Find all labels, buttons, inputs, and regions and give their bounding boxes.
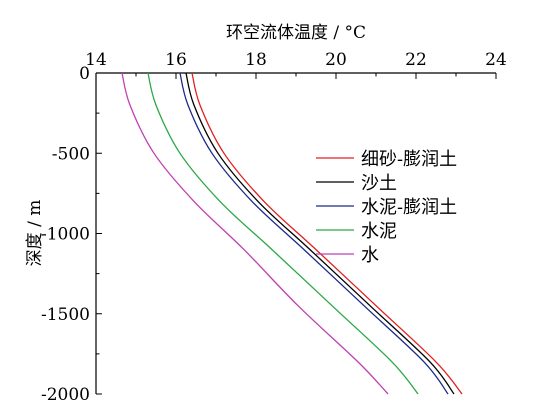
series-line-2 xyxy=(179,72,449,395)
x-tick-label: 16 xyxy=(165,50,187,70)
x-tick-label: 24 xyxy=(485,50,507,70)
legend-label-0: 细砂-膨润土 xyxy=(361,149,457,170)
y-tick-label: 0 xyxy=(79,64,90,84)
legend-label-4: 水 xyxy=(361,245,379,266)
y-axis-label: 深度 / m xyxy=(25,200,45,267)
x-axis-label: 环空流体温度 / °C xyxy=(226,23,366,43)
y-tick-label: -1000 xyxy=(41,225,90,245)
series-line-3 xyxy=(147,72,419,395)
series-line-4 xyxy=(121,72,389,395)
x-tick-label: 22 xyxy=(405,50,427,70)
x-tick-label: 14 xyxy=(85,50,107,70)
series-lines xyxy=(121,72,463,395)
legend-label-1: 沙土 xyxy=(361,173,397,194)
y-tick-label: -1500 xyxy=(41,305,90,325)
legend-label-2: 水泥-膨润土 xyxy=(361,197,457,218)
y-tick-label: -500 xyxy=(52,144,90,164)
y-tick-label: -2000 xyxy=(41,385,90,405)
legend-label-3: 水泥 xyxy=(361,221,397,242)
x-tick-label: 18 xyxy=(245,50,267,70)
series-line-0 xyxy=(191,72,463,395)
x-tick-label: 20 xyxy=(325,50,347,70)
series-line-1 xyxy=(185,72,455,395)
tick-labels: 14 16 18 20 22 24 0 -500 -1000 -1500 -2000 xyxy=(41,50,507,405)
axes xyxy=(95,72,497,395)
